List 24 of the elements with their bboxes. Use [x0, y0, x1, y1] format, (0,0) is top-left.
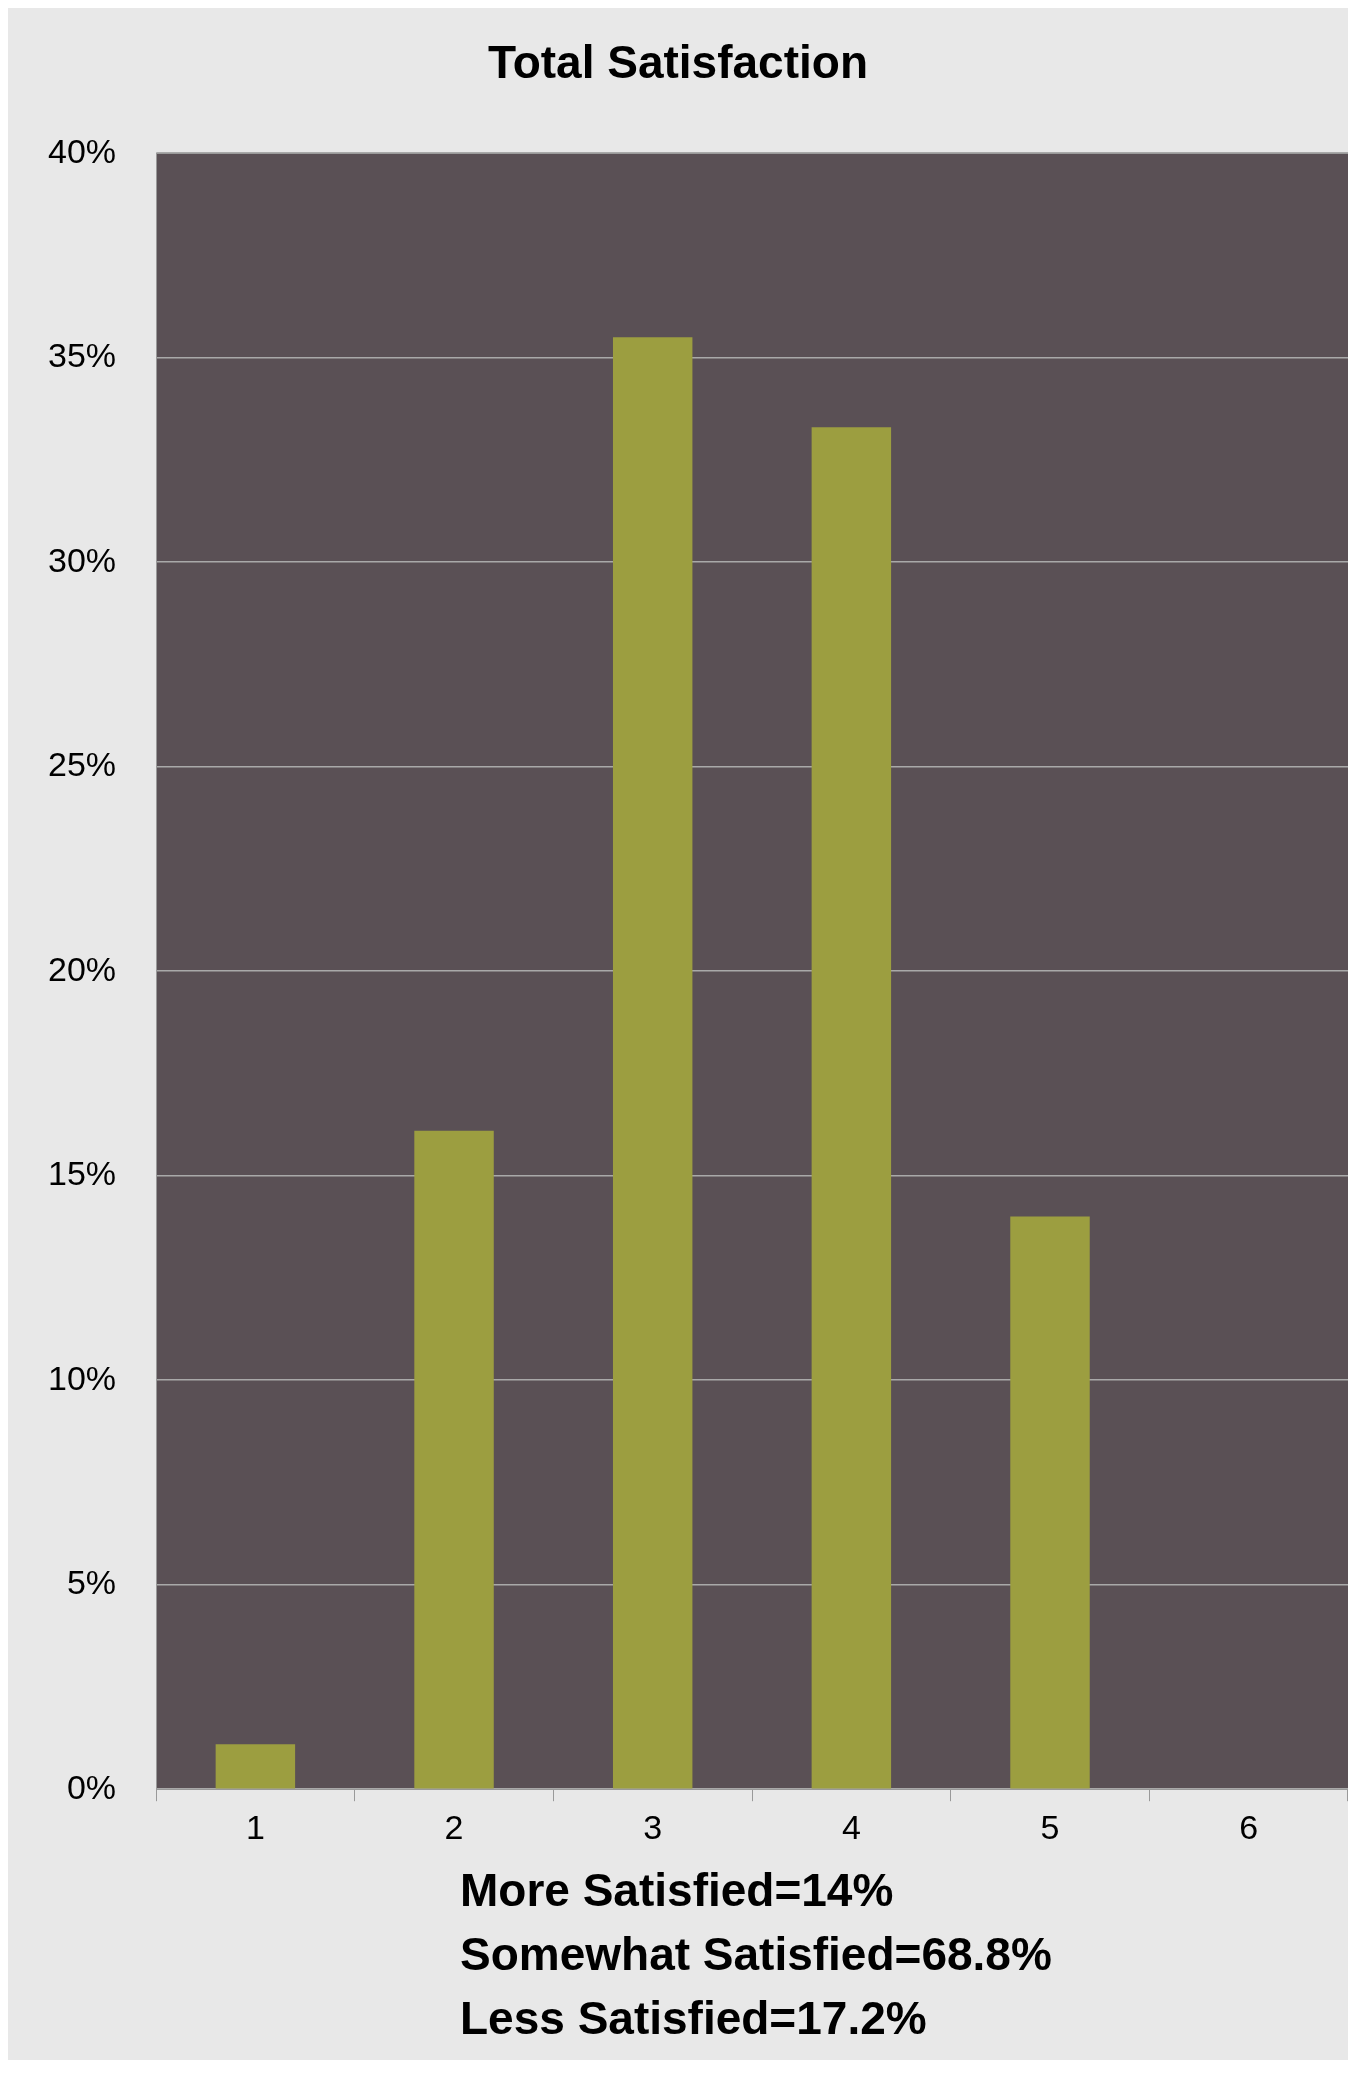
y-tick-label: 15%: [47, 1154, 117, 1193]
y-tick-label: 10%: [47, 1358, 117, 1397]
text: Somewhat Satisfied=68.8%: [460, 1927, 1053, 1982]
bar: [811, 427, 892, 1789]
text: More Satisfied=14%: [460, 1863, 895, 1918]
x-tick-label: 3: [643, 1807, 663, 1846]
bar: [612, 337, 693, 1789]
y-tick-label: 40%: [47, 131, 117, 170]
x-tick-label: 4: [841, 1807, 861, 1846]
y-tick-label: 25%: [47, 745, 117, 784]
chart-title: Total Satisfaction: [488, 36, 868, 89]
text: Less Satisfied=17.2%: [460, 1991, 928, 2046]
x-tick-label: 5: [1040, 1807, 1060, 1846]
x-tick-label: 6: [1239, 1807, 1259, 1846]
y-tick-label: 30%: [47, 540, 117, 579]
y-tick-label: 35%: [47, 336, 117, 375]
y-tick-label: 0%: [66, 1767, 117, 1806]
x-tick-label: 1: [245, 1807, 265, 1846]
y-tick-label: 20%: [47, 949, 117, 988]
bar: [414, 1130, 494, 1789]
bar: [215, 1744, 296, 1789]
bar: [1010, 1216, 1090, 1789]
y-tick-label: 5%: [66, 1563, 117, 1602]
x-tick-label: 2: [444, 1807, 464, 1846]
